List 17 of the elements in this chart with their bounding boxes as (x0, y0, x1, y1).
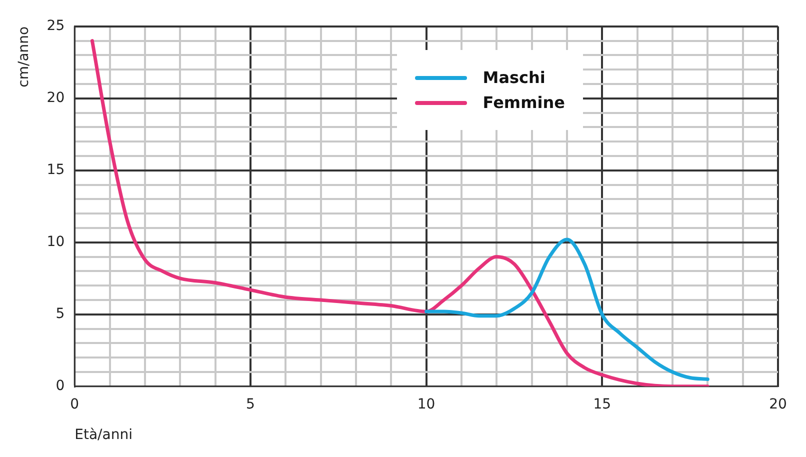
x-tick-label: 5 (246, 396, 255, 412)
x-tick-label: 20 (769, 396, 787, 412)
y-tick-label: 25 (46, 18, 65, 34)
y-axis-title: cm/anno (16, 26, 32, 88)
line-series (424, 238, 710, 381)
legend-label: Femmine (482, 93, 565, 112)
x-axis-title: Età/anni (74, 427, 132, 444)
x-tick-label: 10 (417, 396, 436, 412)
y-tick-label: 5 (56, 306, 65, 322)
line-series (90, 39, 710, 386)
y-tick-label: 10 (46, 234, 65, 250)
y-tick-label: 0 (56, 378, 65, 394)
x-tick-label: 0 (70, 396, 80, 412)
y-tick-label: 20 (46, 90, 65, 106)
y-tick-label: 15 (46, 162, 65, 178)
x-tick-label: 15 (593, 396, 612, 412)
legend-label: Maschi (482, 68, 546, 87)
